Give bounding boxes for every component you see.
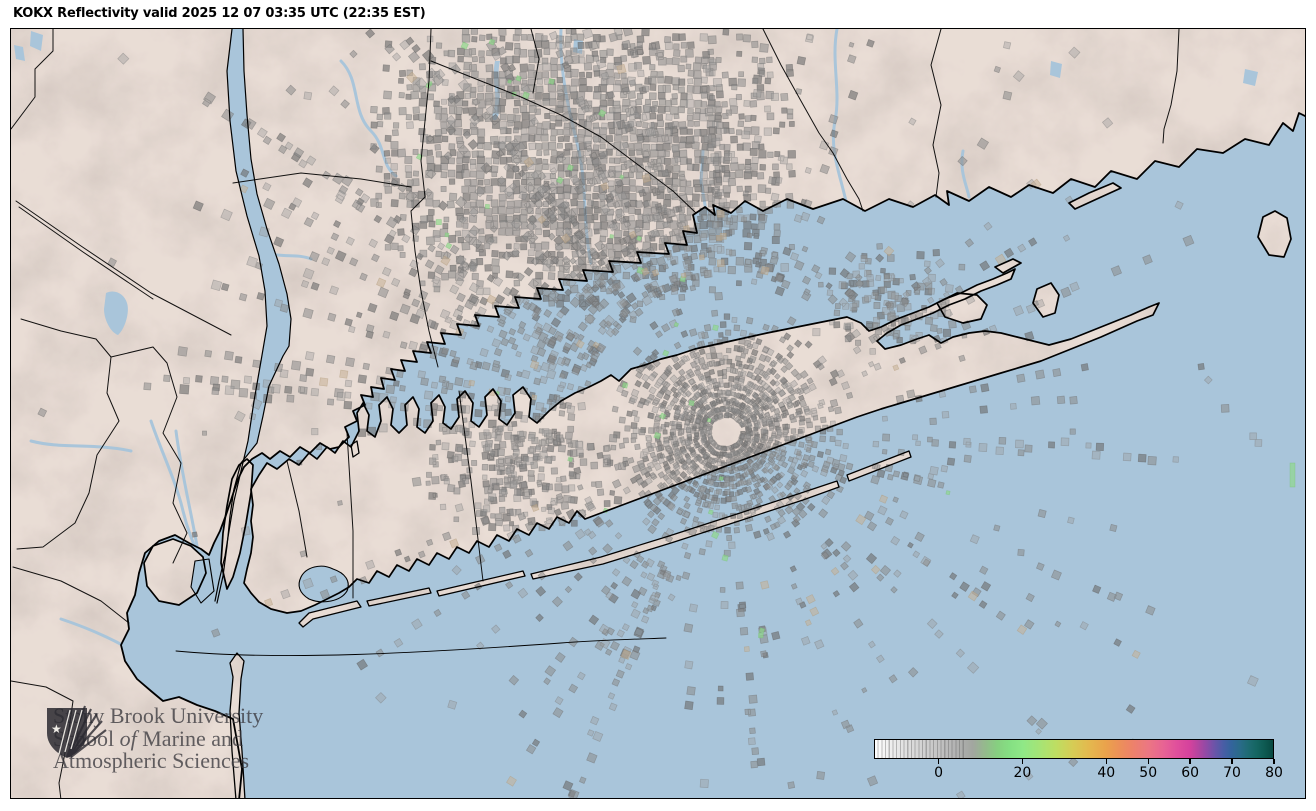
radar-echo-light bbox=[117, 29, 1263, 798]
colorbar-tick-label: 50 bbox=[1139, 765, 1158, 781]
coastline-border-layer bbox=[11, 29, 1305, 798]
shield-star: ★ bbox=[51, 722, 62, 736]
radar-echo-mid bbox=[37, 29, 1230, 798]
radar-echo-green bbox=[415, 38, 1296, 639]
colorbar-tick-label: 0 bbox=[934, 765, 944, 781]
radar-echo-tan bbox=[239, 63, 1141, 787]
colorbar-tick bbox=[1231, 759, 1233, 764]
colorbar-tick bbox=[1273, 759, 1275, 764]
colorbar-gradient bbox=[874, 739, 1274, 759]
stony-brook-watermark: ★ Stony Brook University School of Marin… bbox=[45, 703, 264, 773]
colorbar-tick bbox=[1021, 759, 1024, 764]
watermark-line3: Atmospheric Sciences bbox=[53, 748, 250, 773]
watermark-text: Stony Brook University School of Marine … bbox=[53, 703, 264, 773]
colorbar-tick-label: 80 bbox=[1265, 765, 1283, 781]
map-svg bbox=[11, 29, 1305, 798]
colorbar-tick bbox=[1189, 759, 1191, 764]
map-title: KOKX Reflectivity valid 2025 12 07 03:35… bbox=[13, 6, 426, 21]
colorbar-tick bbox=[1147, 759, 1149, 764]
stony-brook-shield-icon: ★ bbox=[47, 705, 107, 758]
colorbar-tick-label: 60 bbox=[1181, 765, 1200, 781]
colorbar-tick bbox=[937, 759, 940, 764]
colorbar-tick bbox=[1105, 759, 1107, 764]
reflectivity-colorbar: 0 20 40 50 60 70 80 bbox=[874, 739, 1283, 781]
radar-map: 0 20 40 50 60 70 80 ★ Stony Brook University S… bbox=[10, 28, 1306, 799]
colorbar-striations bbox=[875, 740, 965, 758]
radar-echo-layer bbox=[37, 29, 1296, 798]
colorbar-tick-label: 70 bbox=[1223, 765, 1241, 781]
colorbar-tick-label: 20 bbox=[1013, 765, 1032, 781]
colorbar-tick-label: 40 bbox=[1097, 765, 1116, 781]
watermark-line1: Stony Brook University bbox=[53, 703, 264, 728]
